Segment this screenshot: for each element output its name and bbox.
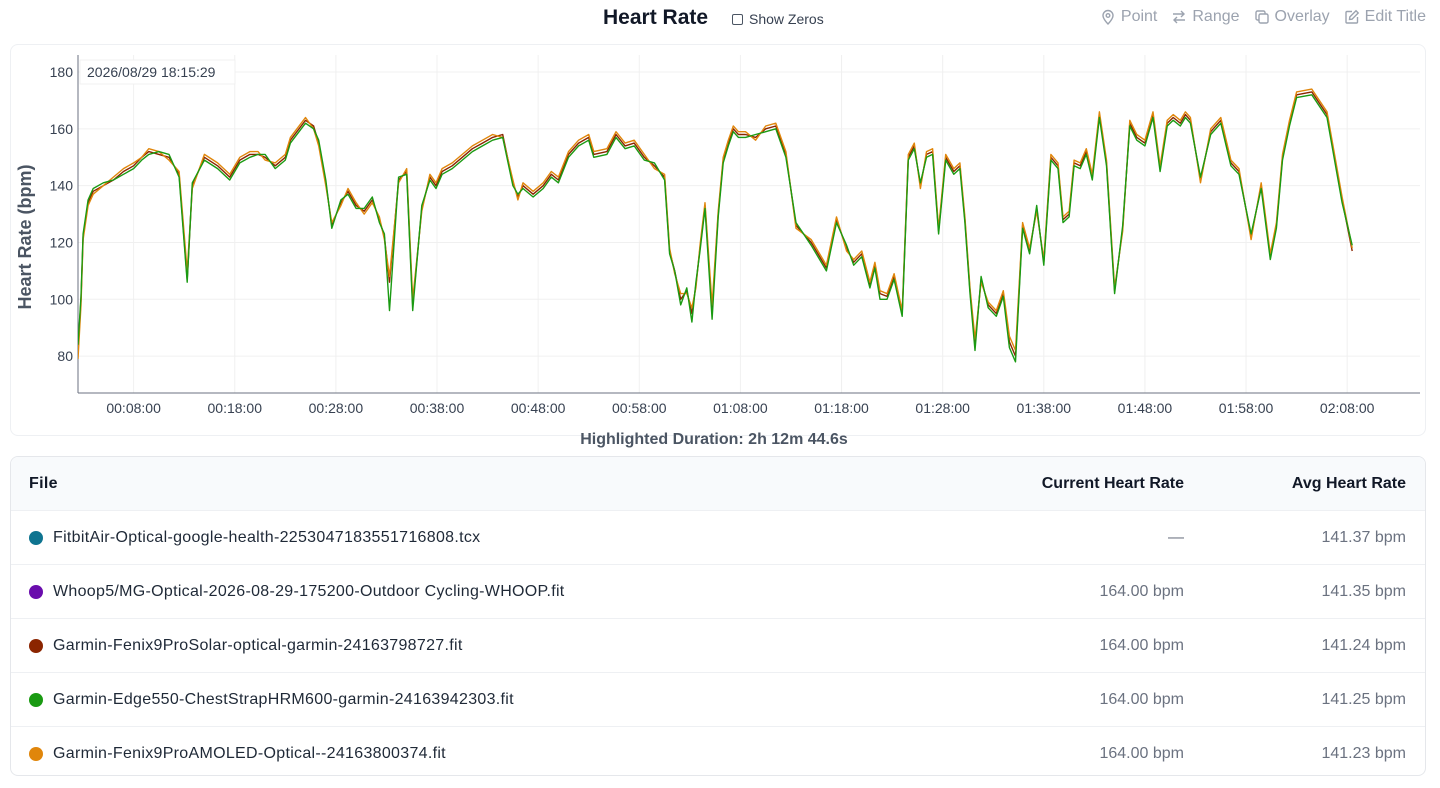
file-name: Whoop5/MG-Optical-2026-08-29-175200-Outd… [53,582,565,600]
series-line [78,94,1353,363]
checkbox[interactable] [732,13,743,25]
x-tick-label: 02:08:00 [1320,400,1375,416]
x-tick-label: 00:08:00 [106,400,161,416]
y-axis-label: Heart Rate (bpm) [15,164,35,309]
show-zeros-label: Show Zeros [749,11,824,27]
current-hr: 164.00 bpm [1099,690,1184,708]
y-tick-label: 120 [50,234,74,250]
file-name: Garmin-Fenix9ProSolar-optical-garmin-241… [53,636,463,654]
edit-title-label: Edit Title [1364,8,1426,25]
avg-hr: 141.23 bpm [1321,744,1406,762]
series-color-dot [29,584,43,599]
table-row[interactable]: Garmin-Fenix9ProSolar-optical-garmin-241… [11,618,1425,672]
chart-header: Heart Rate Show Zeros Point Range Overla… [0,0,1440,40]
file-name: FitbitAir-Optical-google-health-22530471… [53,528,481,546]
pencil-icon [1344,9,1359,24]
series-color-dot [29,746,43,761]
current-hr: — [1168,528,1184,546]
x-tick-label: 01:08:00 [713,400,768,416]
heart-rate-chart[interactable]: 80 100 120 140 160 180 00:08:00 00:18:00 00:28:0… [0,0,1440,430]
chart-card [10,44,1426,436]
point-label: Point [1120,8,1158,25]
chart-title: Heart Rate [603,6,709,29]
series-line [78,91,1353,357]
x-tick-label: 01:58:00 [1219,400,1274,416]
current-hr: 164.00 bpm [1099,744,1184,762]
series-color-dot [29,638,43,653]
x-tick-label: 01:48:00 [1118,400,1173,416]
tooltip: 2026/08/29 18:15:29 [79,59,236,85]
current-hr: 164.00 bpm [1099,582,1184,600]
highlighted-duration: Highlighted Duration: 2h 12m 44.6s [580,431,848,448]
point-button[interactable]: Point [1100,8,1157,26]
chart-lines [78,88,1353,363]
table-row[interactable]: Garmin-Edge550-ChestStrapHRM600-garmin-2… [11,672,1425,726]
chart-axes: 80 100 120 140 160 180 00:08:00 00:18:00 00:28:0… [50,55,1420,416]
current-hr: 164.00 bpm [1099,636,1184,654]
current-hr-header: Current Heart Rate [1041,474,1184,492]
y-tick-label: 160 [50,121,74,137]
x-tick-label: 00:18:00 [208,400,263,416]
x-tick-label: 00:48:00 [511,400,566,416]
file-header: File [29,474,58,492]
y-tick-label: 80 [57,348,73,364]
chart-toolbar: Point Range Overlay Edit Title [1100,8,1426,26]
arrows-swap-icon [1173,10,1186,24]
range-button[interactable]: Range [1171,8,1240,26]
map-pin-icon [1102,9,1114,25]
file-name: Garmin-Fenix9ProAMOLED-Optical--24163800… [53,744,446,762]
table-row[interactable]: Whoop5/MG-Optical-2026-08-29-175200-Outd… [11,564,1425,618]
avg-hr: 141.35 bpm [1321,582,1406,600]
y-tick-label: 100 [50,291,74,307]
avg-hr: 141.37 bpm [1321,528,1406,546]
y-tick-label: 180 [50,64,74,80]
x-tick-label: 00:38:00 [410,400,465,416]
series-line [78,88,1353,359]
series-color-dot [29,530,43,545]
x-tick-label: 01:18:00 [814,400,869,416]
x-tick-label: 01:28:00 [915,400,970,416]
show-zeros-toggle[interactable]: Show Zeros [732,11,824,27]
series-color-dot [29,692,43,707]
avg-hr: 141.25 bpm [1321,690,1406,708]
table-row[interactable]: FitbitAir-Optical-google-health-22530471… [11,510,1425,564]
overlay-label: Overlay [1274,8,1330,25]
x-tick-label: 00:28:00 [309,400,364,416]
avg-hr: 141.24 bpm [1321,636,1406,654]
avg-hr-header: Avg Heart Rate [1291,474,1406,492]
edit-title-button[interactable]: Edit Title [1344,8,1426,26]
y-tick-label: 140 [50,178,74,194]
files-table: File Current Heart Rate Avg Heart Rate F… [10,456,1426,776]
x-tick-label: 01:38:00 [1017,400,1072,416]
overlay-button[interactable]: Overlay [1254,8,1330,26]
file-name: Garmin-Edge550-ChestStrapHRM600-garmin-2… [53,690,514,708]
range-label: Range [1192,8,1240,25]
chart-grid [78,55,1420,393]
table-header: File Current Heart Rate Avg Heart Rate [11,457,1425,510]
x-tick-label: 00:58:00 [612,400,667,416]
tooltip-time: 2026/08/29 18:15:29 [87,64,216,80]
copy-icon [1254,10,1269,24]
table-row[interactable]: Garmin-Fenix9ProAMOLED-Optical--24163800… [11,726,1425,775]
